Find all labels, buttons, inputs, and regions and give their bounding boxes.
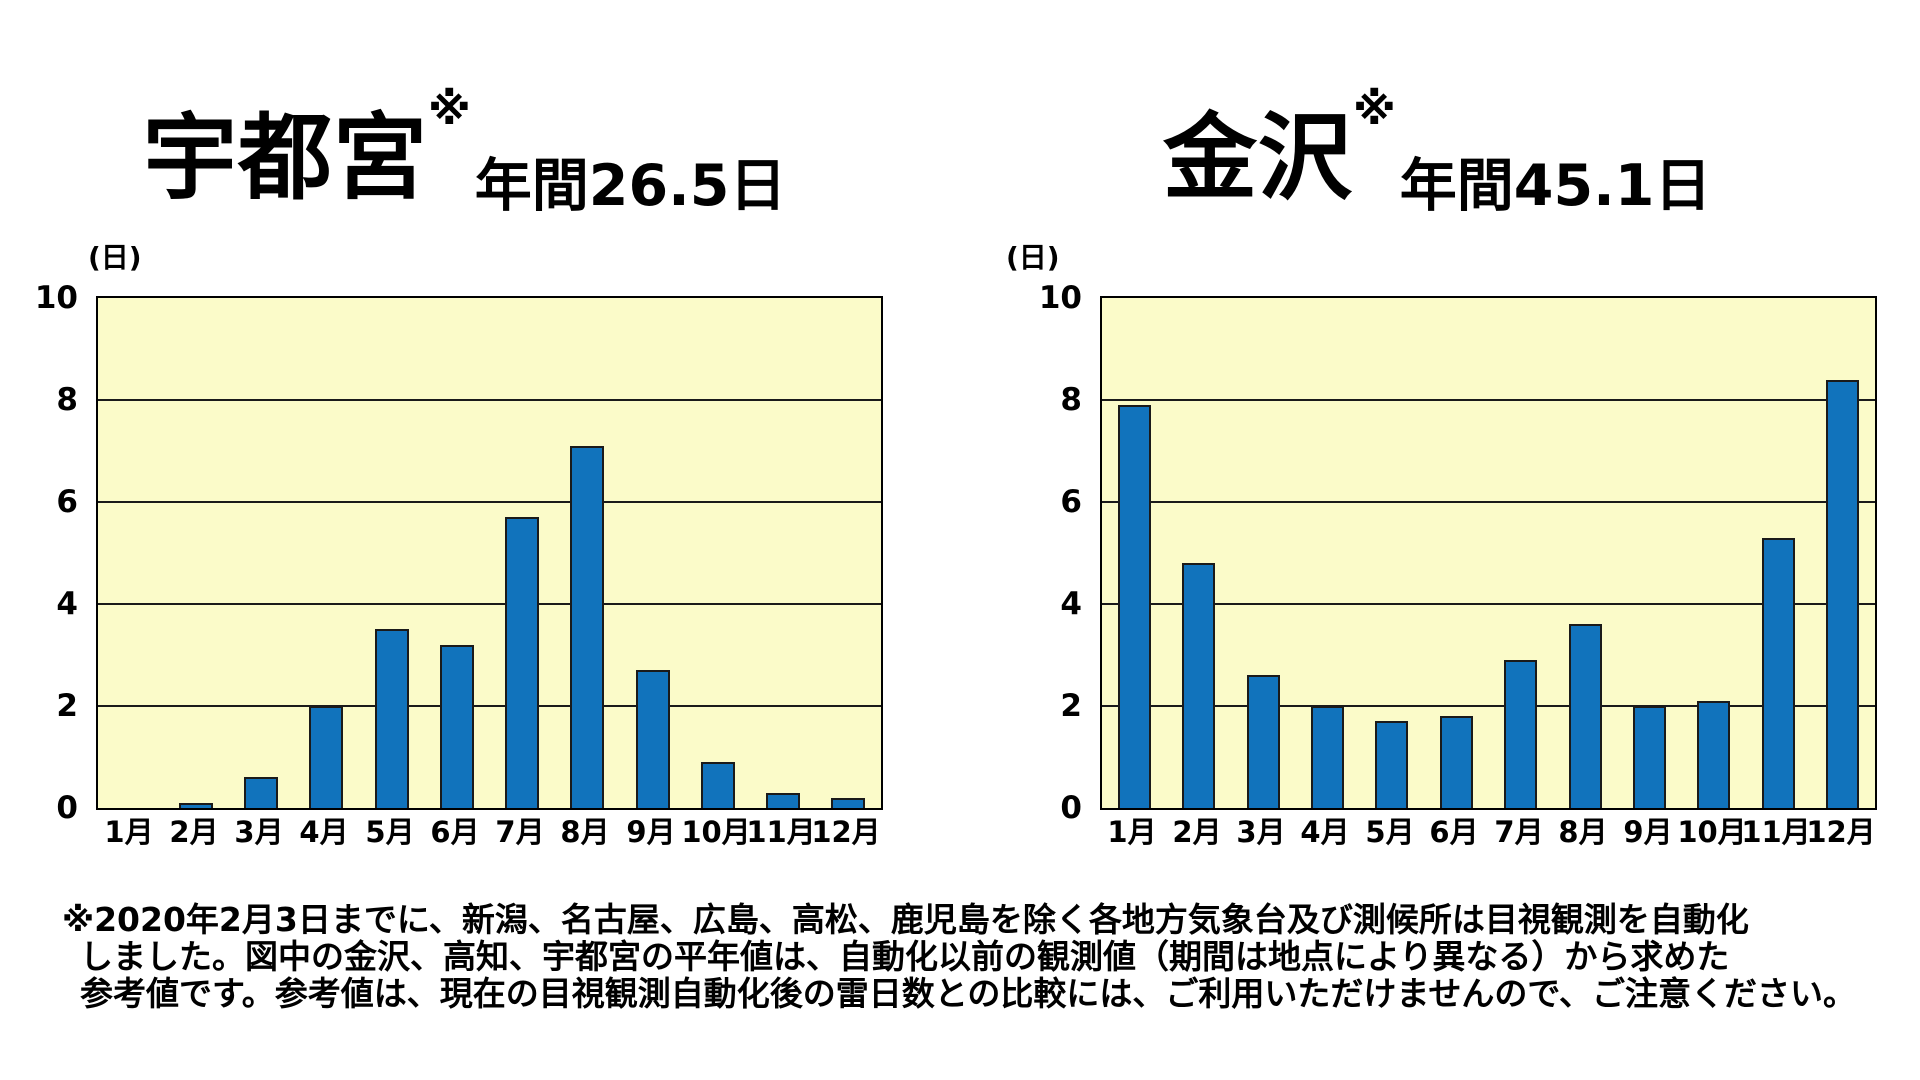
x-label-10月: 10月 — [1677, 815, 1747, 849]
annual-days-label: 年間45.1日 — [1399, 153, 1712, 219]
x-label-2月: 2月 — [1172, 815, 1222, 849]
footnote-line-1: ※2020年2月3日までに、新潟、名古屋、広島、高松、鹿児島を除く各地方気象台及… — [62, 900, 1749, 939]
x-label-8月: 8月 — [560, 815, 610, 849]
y-tick-10: 10 — [1038, 280, 1082, 316]
bar-8月 — [1569, 624, 1602, 808]
city-name: 宇都宮 — [143, 104, 429, 213]
bar-11月 — [1762, 538, 1795, 808]
y-tick-6: 6 — [1060, 484, 1082, 520]
y-tick-6: 6 — [56, 484, 78, 520]
bar-5月 — [375, 629, 409, 808]
x-label-4月: 4月 — [299, 815, 349, 849]
y-tick-2: 2 — [56, 688, 78, 724]
annual-days-label: 年間26.5日 — [474, 153, 787, 219]
bar-9月 — [636, 670, 670, 808]
y-tick-0: 0 — [56, 790, 78, 826]
city-name: 金沢 — [1163, 104, 1354, 213]
x-label-12月: 12月 — [811, 815, 881, 849]
y-axis-ticks: 0 2 4 6 8 10 — [16, 283, 86, 824]
x-label-9月: 9月 — [1623, 815, 1673, 849]
gridline-4 — [98, 603, 881, 605]
x-label-11月: 11月 — [1741, 815, 1811, 849]
plot-area-kanazawa — [1100, 296, 1877, 810]
x-label-4月: 4月 — [1300, 815, 1350, 849]
bar-3月 — [244, 777, 278, 808]
bar-9月 — [1633, 706, 1666, 808]
bar-2月 — [1182, 563, 1215, 808]
footnote-reference-mark: ※ — [1353, 84, 1396, 135]
x-label-1月: 1月 — [104, 815, 154, 849]
footnote-line-2: しました。図中の金沢、高知、宇都宮の平年値は、自動化以前の観測値（期間は地点によ… — [80, 937, 1730, 976]
x-label-7月: 7月 — [1494, 815, 1544, 849]
y-tick-0: 0 — [1060, 790, 1082, 826]
plot-area-utsunomiya — [96, 296, 883, 810]
x-label-5月: 5月 — [1365, 815, 1415, 849]
bar-12月 — [831, 798, 865, 808]
x-axis-month-labels: 1月 2月 3月 4月 5月 6月 7月 8月 9月 10月 11月 12月 — [1100, 815, 1876, 858]
x-label-6月: 6月 — [1429, 815, 1479, 849]
bar-8月 — [570, 446, 604, 808]
y-tick-8: 8 — [1060, 382, 1082, 418]
y-axis-ticks: 0 2 4 6 8 10 — [1020, 283, 1090, 824]
x-label-5月: 5月 — [365, 815, 415, 849]
y-tick-2: 2 — [1060, 688, 1082, 724]
chart-title-kanazawa: 金沢 ※ 年間45.1日 — [1163, 88, 1711, 215]
x-label-9月: 9月 — [626, 815, 676, 849]
gridline-4 — [1102, 603, 1875, 605]
footnote-reference-mark: ※ — [428, 84, 471, 135]
bar-6月 — [1440, 716, 1473, 808]
bar-3月 — [1247, 675, 1280, 808]
bar-2月 — [179, 803, 213, 808]
chart-title-utsunomiya: 宇都宮 ※ 年間26.5日 — [143, 88, 786, 215]
x-label-1月: 1月 — [1107, 815, 1157, 849]
y-tick-8: 8 — [56, 382, 78, 418]
x-label-10月: 10月 — [681, 815, 751, 849]
x-label-7月: 7月 — [495, 815, 545, 849]
bar-1月 — [1118, 405, 1151, 808]
bar-6月 — [440, 645, 474, 808]
bar-5月 — [1375, 721, 1408, 808]
x-label-8月: 8月 — [1558, 815, 1608, 849]
bar-11月 — [766, 793, 800, 808]
gridline-8 — [98, 399, 881, 401]
gridline-2 — [1102, 705, 1875, 707]
y-axis-unit-label: (日) — [88, 241, 142, 274]
x-axis-month-labels: 1月 2月 3月 4月 5月 6月 7月 8月 9月 10月 11月 12月 — [96, 815, 881, 858]
y-axis-unit-label: (日) — [1006, 241, 1060, 274]
gridline-2 — [98, 705, 881, 707]
x-label-12月: 12月 — [1806, 815, 1876, 849]
x-label-2月: 2月 — [169, 815, 219, 849]
x-label-3月: 3月 — [234, 815, 284, 849]
footnote-line-3: 参考値です。参考値は、現在の目視観測自動化後の雷日数との比較には、ご利用いただけ… — [80, 974, 1857, 1013]
bar-4月 — [309, 706, 343, 808]
bar-4月 — [1311, 706, 1344, 808]
x-label-3月: 3月 — [1236, 815, 1286, 849]
bar-10月 — [701, 762, 735, 808]
bar-7月 — [505, 517, 539, 808]
gridline-8 — [1102, 399, 1875, 401]
footnote: ※2020年2月3日までに、新潟、名古屋、広島、高松、鹿児島を除く各地方気象台及… — [62, 900, 1857, 1013]
y-tick-10: 10 — [34, 280, 78, 316]
bar-12月 — [1826, 380, 1859, 808]
gridline-6 — [98, 501, 881, 503]
x-label-11月: 11月 — [746, 815, 816, 849]
gridline-6 — [1102, 501, 1875, 503]
bar-7月 — [1504, 660, 1537, 808]
y-tick-4: 4 — [1060, 586, 1082, 622]
x-label-6月: 6月 — [430, 815, 480, 849]
bar-10月 — [1697, 701, 1730, 808]
y-tick-4: 4 — [56, 586, 78, 622]
